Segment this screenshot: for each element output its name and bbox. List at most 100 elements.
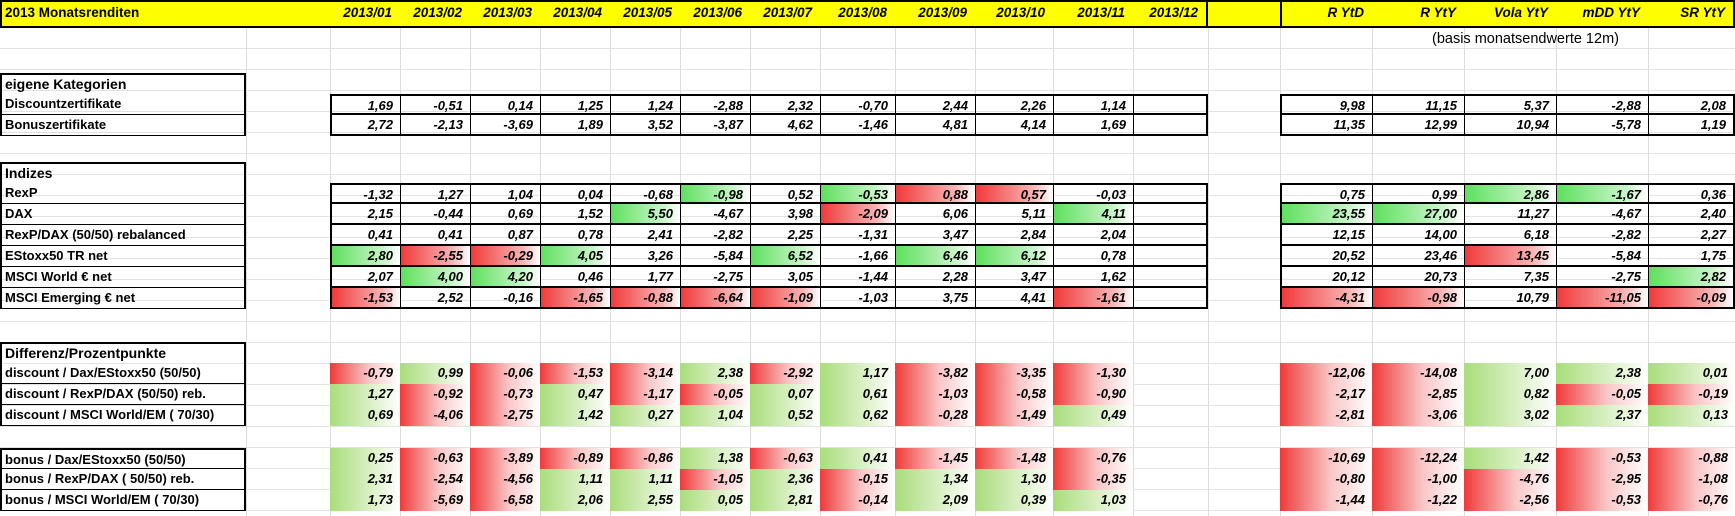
month-value: 0,69	[470, 204, 540, 225]
row-label: Discountzertifikate	[0, 94, 246, 115]
month-value: 2,26	[975, 94, 1053, 115]
month-header: 2013/04	[540, 0, 610, 28]
stat-value: -2,82	[1556, 225, 1648, 246]
stat-value: 2,38	[1556, 363, 1648, 384]
stat-value: 23,55	[1280, 204, 1372, 225]
month-value: -0,86	[610, 448, 680, 469]
row-label: MSCI World € net	[0, 267, 246, 288]
section-title: Indizes	[0, 162, 246, 183]
row-label: discount / MSCI World/EM ( 70/30)	[0, 405, 246, 426]
month-value: 0,04	[540, 183, 610, 204]
stat-value: -1,22	[1372, 490, 1464, 511]
month-value: -6,58	[470, 490, 540, 511]
section-title: eigene Kategorien	[0, 73, 246, 94]
stat-value: -12,24	[1372, 448, 1464, 469]
month-value: -0,79	[330, 363, 400, 384]
stat-value: -4,67	[1556, 204, 1648, 225]
month-value: -1,61	[1053, 288, 1133, 309]
month-value: 0,41	[330, 225, 400, 246]
month-value: -6,64	[680, 288, 750, 309]
month-value	[1133, 115, 1208, 136]
month-value: 0,14	[470, 94, 540, 115]
month-value: 6,12	[975, 246, 1053, 267]
stat-value: 3,02	[1464, 405, 1556, 426]
stat-value: -0,09	[1648, 288, 1735, 309]
row-label: Bonuszertifikate	[0, 115, 246, 136]
month-value: -0,92	[400, 384, 470, 405]
month-value: 1,77	[610, 267, 680, 288]
row-label: MSCI Emerging € net	[0, 288, 246, 309]
month-value: 0,88	[895, 183, 975, 204]
month-value: -1,49	[975, 405, 1053, 426]
month-value: -0,29	[470, 246, 540, 267]
stat-header: SR YtY	[1648, 0, 1735, 28]
gridline	[0, 90, 1735, 91]
month-header: 2013/02	[400, 0, 470, 28]
month-value: -0,70	[820, 94, 895, 115]
month-value: 2,31	[330, 469, 400, 490]
stat-value: 14,00	[1372, 225, 1464, 246]
gridline	[0, 447, 1735, 448]
month-header: 2013/11	[1053, 0, 1133, 28]
month-value: -2,13	[400, 115, 470, 136]
month-value: -1,31	[820, 225, 895, 246]
month-value: -0,63	[750, 448, 820, 469]
month-value	[1133, 384, 1208, 405]
row-label: EStoxx50 TR net	[0, 246, 246, 267]
stat-value: 2,40	[1648, 204, 1735, 225]
month-value: -0,15	[820, 469, 895, 490]
row-label: bonus / MSCI World/EM ( 70/30)	[0, 490, 246, 511]
month-value	[1133, 448, 1208, 469]
stat-value: -0,05	[1556, 384, 1648, 405]
month-value	[1133, 405, 1208, 426]
month-value: 2,04	[1053, 225, 1133, 246]
stat-value: -1,44	[1280, 490, 1372, 511]
month-value	[1133, 94, 1208, 115]
month-value: 1,62	[1053, 267, 1133, 288]
month-value: 0,27	[610, 405, 680, 426]
month-value: 1,27	[400, 183, 470, 204]
stat-value: -0,53	[1556, 490, 1648, 511]
stat-value: 11,35	[1280, 115, 1372, 136]
gridline	[0, 69, 1735, 70]
month-value: 0,99	[400, 363, 470, 384]
month-value: -0,73	[470, 384, 540, 405]
month-value: -0,51	[400, 94, 470, 115]
month-header: 2013/08	[820, 0, 895, 28]
row-label: bonus / RexP/DAX ( 50/50) reb.	[0, 469, 246, 490]
stat-value: -11,05	[1556, 288, 1648, 309]
month-value: 3,05	[750, 267, 820, 288]
stat-value: 2,86	[1464, 183, 1556, 204]
stat-value: -5,78	[1556, 115, 1648, 136]
stat-value: 0,36	[1648, 183, 1735, 204]
month-value: 1,04	[470, 183, 540, 204]
stat-value: -0,19	[1648, 384, 1735, 405]
stat-value: 27,00	[1372, 204, 1464, 225]
month-value: -3,35	[975, 363, 1053, 384]
month-header: 2013/05	[610, 0, 680, 28]
month-value: 2,41	[610, 225, 680, 246]
stat-value: -4,76	[1464, 469, 1556, 490]
stat-value: 20,52	[1280, 246, 1372, 267]
month-value: -1,03	[895, 384, 975, 405]
month-value: 2,25	[750, 225, 820, 246]
month-value: 2,80	[330, 246, 400, 267]
month-value: -5,69	[400, 490, 470, 511]
month-value: 4,81	[895, 115, 975, 136]
stat-header: R YtD	[1280, 0, 1372, 28]
gridline	[0, 426, 1735, 427]
month-value: 4,11	[1053, 204, 1133, 225]
month-value: -1,53	[330, 288, 400, 309]
stat-value: 2,37	[1556, 405, 1648, 426]
month-value: -0,05	[680, 384, 750, 405]
gridline	[0, 300, 1735, 301]
month-value: -0,76	[1053, 448, 1133, 469]
sheet-title: 2013 Monatsrenditen	[0, 0, 330, 28]
month-value: 4,05	[540, 246, 610, 267]
stat-value: 10,94	[1464, 115, 1556, 136]
stat-value: -2,56	[1464, 490, 1556, 511]
month-value	[1133, 225, 1208, 246]
stat-value: 0,82	[1464, 384, 1556, 405]
month-value: 0,39	[975, 490, 1053, 511]
month-value: 3,47	[975, 267, 1053, 288]
